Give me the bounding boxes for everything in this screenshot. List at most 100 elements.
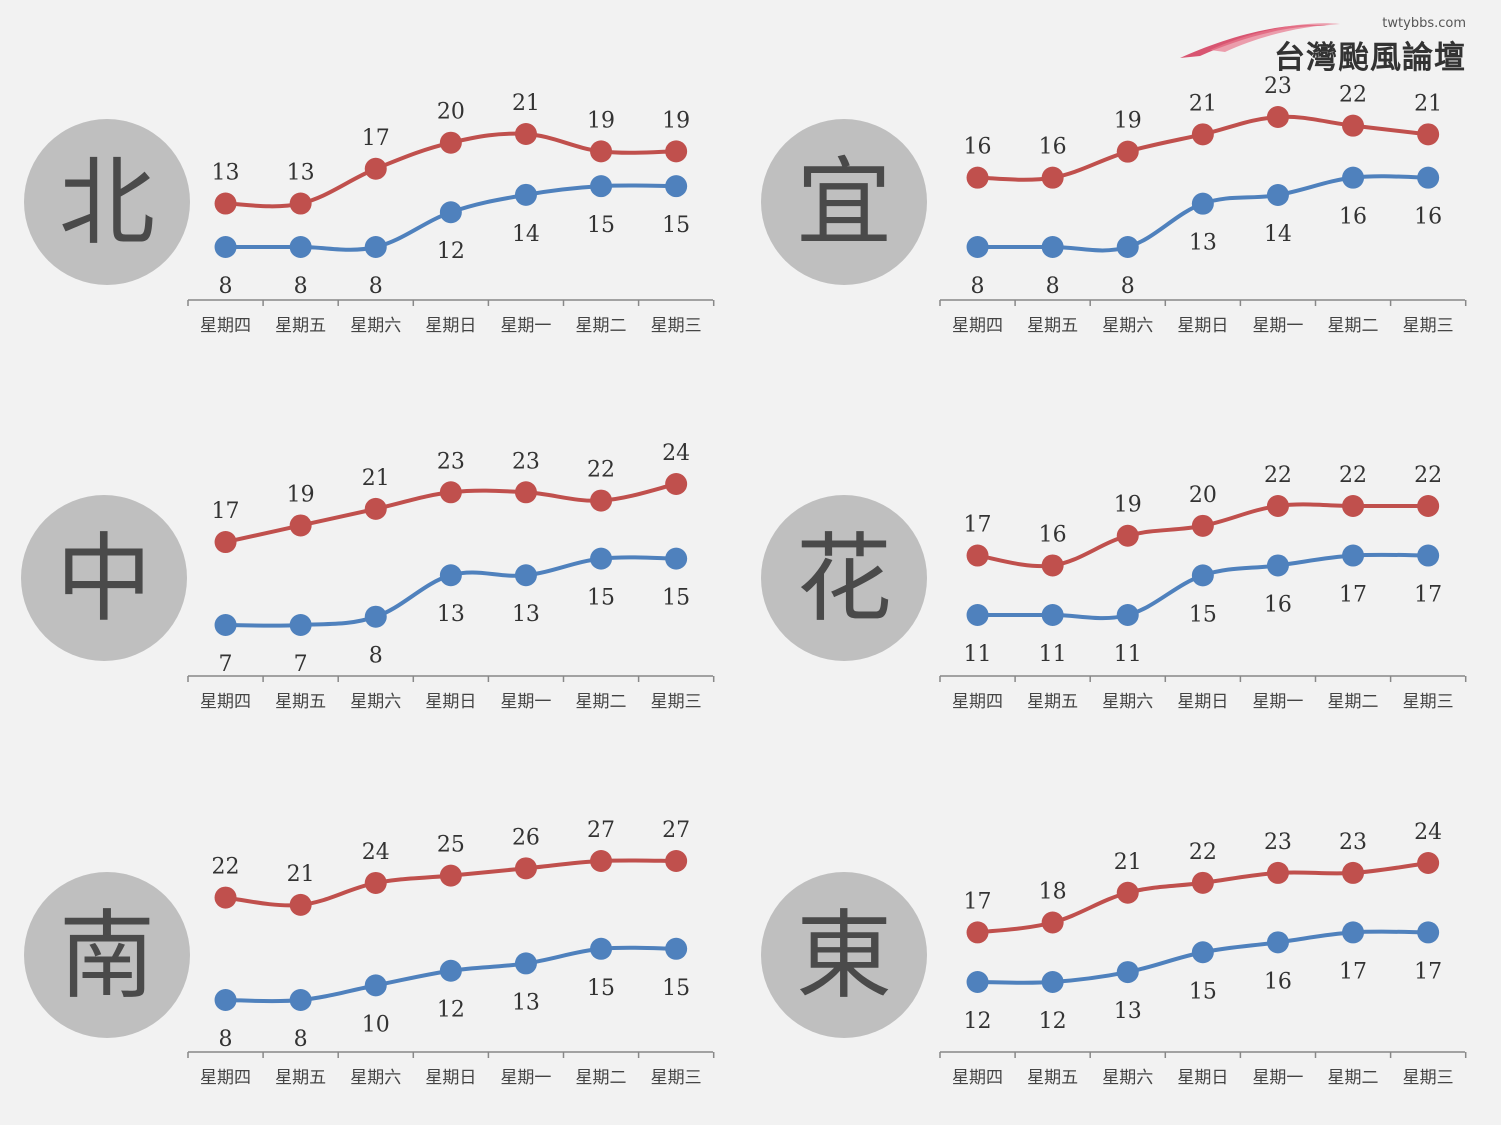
site-url: twtybbs.com bbox=[1382, 16, 1466, 31]
region-circle bbox=[761, 119, 927, 285]
data-label: 11 bbox=[964, 642, 992, 667]
x-tick-label: 星期四 bbox=[200, 316, 251, 336]
data-label: 13 bbox=[212, 161, 240, 186]
data-label: 15 bbox=[587, 976, 615, 1001]
data-point bbox=[590, 175, 613, 198]
data-label: 17 bbox=[1339, 959, 1367, 984]
data-label: 21 bbox=[1414, 91, 1442, 116]
data-point bbox=[1041, 911, 1064, 934]
data-point bbox=[364, 157, 387, 180]
data-label: 14 bbox=[512, 222, 540, 247]
data-label: 17 bbox=[964, 889, 992, 914]
x-tick-label: 星期五 bbox=[275, 316, 326, 336]
data-label: 20 bbox=[1189, 483, 1217, 508]
x-tick-label: 星期六 bbox=[1102, 1068, 1153, 1088]
data-label: 8 bbox=[294, 274, 308, 299]
data-point bbox=[1266, 184, 1289, 206]
data-point bbox=[514, 183, 537, 206]
data-point bbox=[1417, 852, 1440, 874]
data-label: 17 bbox=[1339, 583, 1367, 608]
data-label: 16 bbox=[1339, 205, 1367, 230]
x-tick-label: 星期五 bbox=[1027, 1068, 1078, 1088]
data-label: 24 bbox=[662, 441, 690, 466]
data-label: 8 bbox=[971, 274, 985, 299]
data-label: 17 bbox=[1414, 959, 1442, 984]
data-label: 22 bbox=[1339, 463, 1367, 488]
data-label: 16 bbox=[1039, 522, 1067, 547]
x-tick-label: 星期日 bbox=[425, 316, 476, 336]
data-point bbox=[966, 971, 989, 993]
data-label: 23 bbox=[512, 449, 540, 474]
data-point bbox=[966, 236, 989, 258]
x-tick-label: 星期三 bbox=[651, 1068, 702, 1088]
data-label: 22 bbox=[212, 855, 240, 880]
region-circle bbox=[761, 872, 927, 1038]
x-tick-label: 星期六 bbox=[1102, 692, 1153, 712]
data-point bbox=[1191, 192, 1214, 215]
x-tick-label: 星期二 bbox=[576, 316, 627, 336]
region-label: 中 bbox=[56, 523, 152, 635]
data-label: 19 bbox=[287, 482, 315, 507]
x-tick-label: 星期六 bbox=[350, 1068, 401, 1088]
data-point bbox=[966, 166, 989, 189]
data-label: 14 bbox=[1264, 222, 1292, 247]
data-point bbox=[665, 547, 688, 570]
data-label: 15 bbox=[587, 213, 615, 238]
data-label: 17 bbox=[212, 499, 240, 524]
x-tick-label: 星期五 bbox=[1027, 316, 1078, 336]
data-point bbox=[1342, 921, 1365, 944]
data-label: 15 bbox=[1189, 602, 1217, 627]
data-label: 22 bbox=[1264, 463, 1292, 488]
data-point bbox=[289, 893, 312, 916]
region-label: 宜 bbox=[796, 147, 892, 259]
data-label: 15 bbox=[1189, 979, 1217, 1004]
x-tick-label: 星期六 bbox=[1102, 316, 1153, 336]
data-point bbox=[1342, 495, 1365, 517]
data-point bbox=[1116, 236, 1139, 258]
data-label: 10 bbox=[362, 1012, 390, 1037]
data-point bbox=[1116, 140, 1139, 163]
data-point bbox=[439, 959, 462, 982]
region-label: 花 bbox=[796, 523, 892, 635]
data-point bbox=[665, 850, 688, 872]
data-point bbox=[439, 201, 462, 224]
data-label: 18 bbox=[1039, 880, 1067, 905]
data-point bbox=[665, 140, 688, 163]
data-label: 25 bbox=[437, 833, 465, 858]
data-point bbox=[289, 989, 312, 1011]
data-point bbox=[1191, 123, 1214, 146]
data-point bbox=[590, 850, 613, 872]
data-point bbox=[214, 886, 237, 909]
data-point bbox=[1191, 871, 1214, 894]
data-point bbox=[514, 481, 537, 504]
x-tick-label: 星期六 bbox=[350, 692, 401, 712]
x-tick-label: 星期日 bbox=[425, 1068, 476, 1088]
x-tick-label: 星期三 bbox=[1403, 692, 1454, 712]
data-label: 20 bbox=[437, 100, 465, 125]
data-label: 8 bbox=[369, 644, 383, 669]
data-point bbox=[1417, 166, 1440, 189]
data-point bbox=[214, 192, 237, 215]
data-point bbox=[1116, 961, 1139, 984]
swoosh-logo-icon bbox=[1180, 23, 1340, 58]
data-point bbox=[590, 489, 613, 512]
data-label: 8 bbox=[1046, 274, 1060, 299]
data-label: 27 bbox=[662, 818, 690, 843]
data-point bbox=[1266, 931, 1289, 954]
data-point bbox=[364, 871, 387, 894]
x-tick-label: 星期三 bbox=[651, 316, 702, 336]
x-tick-label: 星期五 bbox=[275, 1068, 326, 1088]
x-tick-label: 星期一 bbox=[1252, 1068, 1303, 1088]
data-point bbox=[289, 614, 312, 636]
x-tick-label: 星期日 bbox=[1177, 692, 1228, 712]
data-label: 24 bbox=[362, 840, 390, 865]
data-point bbox=[1041, 166, 1064, 189]
data-label: 16 bbox=[1039, 135, 1067, 160]
site-name: 台灣颱風論壇 bbox=[1274, 40, 1466, 76]
data-point bbox=[514, 857, 537, 880]
site-logo: twtybbs.com 台灣颱風論壇 bbox=[1170, 10, 1480, 76]
data-point bbox=[590, 140, 613, 163]
